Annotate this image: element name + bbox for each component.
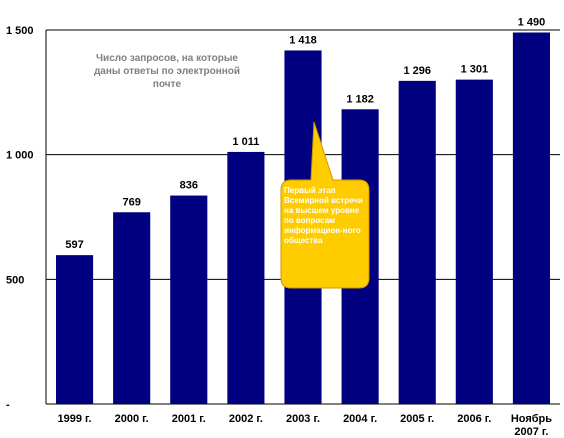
value-label: 1 182 (346, 93, 374, 105)
x-tick-label: 2005 г. (400, 413, 434, 425)
x-axis-ticks: 1999 г. 2000 г. 2001 г. 2002 г. 2003 г. 2004 … (58, 413, 553, 438)
x-tick-label: 2000 г. (115, 413, 149, 425)
callout-bubble (280, 121, 370, 289)
x-tick-label: 2003 г. (286, 413, 320, 425)
bar (227, 151, 265, 404)
bar (512, 32, 551, 404)
bar (55, 255, 94, 404)
value-label: 1 296 (403, 65, 431, 77)
value-label: 836 (180, 180, 198, 192)
value-label: 1 011 (232, 136, 259, 148)
bar (398, 80, 436, 404)
value-label: 1 418 (289, 34, 317, 46)
x-tick-label: 2006 г. (457, 413, 491, 425)
y-tick-label: 1 000 (6, 150, 34, 162)
chart-note: Число запросов, на которые даны ответы п… (93, 53, 241, 90)
x-tick-label: Ноябрь 2007 г. (511, 413, 552, 438)
value-label: 1 490 (518, 16, 546, 28)
y-tick-label: 500 (6, 274, 24, 286)
value-labels: 597 769 836 1 011 1 418 1 182 1 296 1 301 1 490 (65, 16, 545, 251)
value-label: 769 (122, 196, 140, 208)
x-tick-label: 2004 г. (343, 413, 377, 425)
value-label: 1 301 (461, 64, 489, 76)
x-tick-label: 2002 г. (229, 413, 263, 425)
bar (170, 195, 208, 404)
x-tick-label: 2001 г. (172, 413, 206, 425)
bar (113, 212, 151, 404)
y-axis-ticks: - 500 1 000 1 500 (6, 25, 34, 411)
y-tick-label: - (6, 399, 10, 411)
y-tick-label: 1 500 (6, 25, 34, 37)
bar (455, 79, 493, 404)
value-label: 597 (65, 239, 83, 251)
x-tick-label: 1999 г. (58, 413, 92, 425)
callout-text: Первый этап Всемирной встречи на высшем … (284, 186, 363, 245)
